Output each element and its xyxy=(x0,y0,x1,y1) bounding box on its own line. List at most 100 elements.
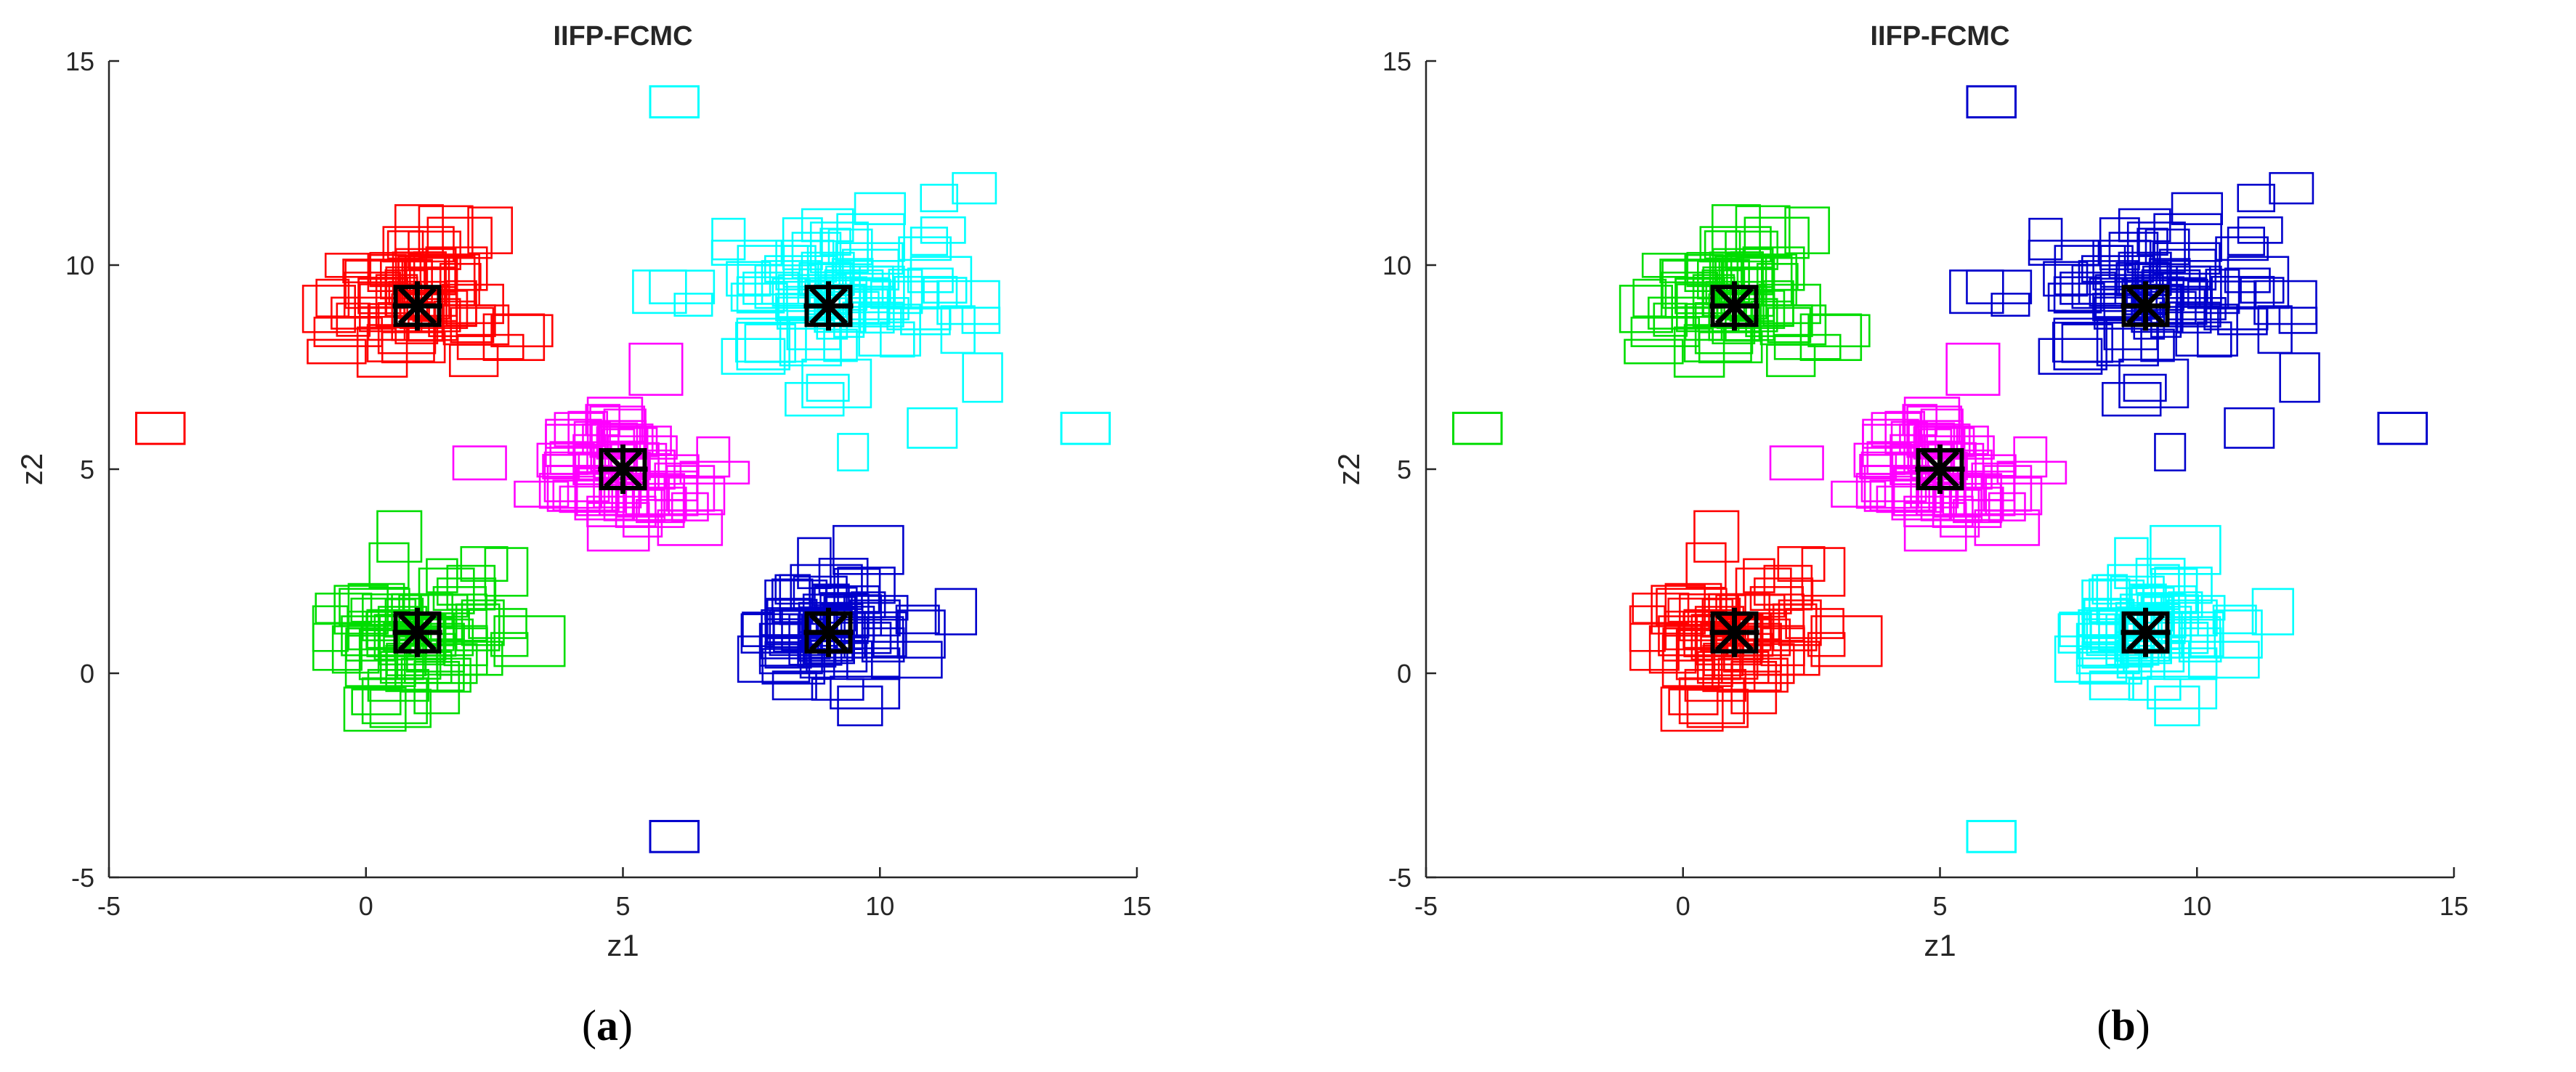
interval-point xyxy=(785,381,845,417)
interval-point xyxy=(2061,323,2113,363)
interval-point xyxy=(1890,434,1924,485)
interval-point xyxy=(2240,277,2285,304)
chart-panel-b: -5 0 5 10 15 -5 0 5 10 15 IIFP-FCMC z1 z2 (b) xyxy=(1288,0,2576,1072)
interval-point xyxy=(2094,274,2164,318)
interval-point xyxy=(1754,577,1814,606)
interval-point xyxy=(696,436,731,478)
outlier-point xyxy=(1060,411,1111,445)
interval-point xyxy=(801,208,854,243)
interval-point xyxy=(1711,204,1761,256)
x-tick-label: 0 xyxy=(1676,891,1690,921)
interval-point xyxy=(2154,685,2200,726)
interval-point xyxy=(381,331,446,364)
caption-b-close: ) xyxy=(2135,1002,2150,1049)
interval-point xyxy=(1855,473,1920,509)
cluster-0 xyxy=(1619,204,1871,378)
y-axis-label: z2 xyxy=(15,453,49,485)
interval-point xyxy=(673,293,713,317)
prototype-marker xyxy=(392,607,442,657)
caption-a-close: ) xyxy=(618,1002,633,1049)
interval-point xyxy=(1963,470,2016,516)
interval-point xyxy=(347,582,405,626)
interval-point xyxy=(2224,407,2275,449)
axes: -5 0 5 10 15 -5 0 5 10 15 xyxy=(65,46,1151,921)
interval-point xyxy=(1778,599,1822,646)
interval-point xyxy=(394,204,444,256)
interval-point xyxy=(1624,338,1684,365)
data-layer xyxy=(134,85,1111,853)
interval-point xyxy=(426,216,493,259)
interval-point xyxy=(437,577,497,606)
interval-point xyxy=(351,688,402,715)
x-tick-label: 5 xyxy=(1932,891,1947,921)
interval-point xyxy=(2279,352,2320,403)
interval-point xyxy=(1660,271,1718,318)
interval-point xyxy=(2043,261,2089,297)
interval-point xyxy=(490,314,554,348)
interval-point xyxy=(764,641,812,669)
interval-point xyxy=(386,230,424,260)
prototype-marker xyxy=(2121,281,2171,331)
outlier-point xyxy=(1966,85,2017,119)
interval-point xyxy=(833,524,904,575)
interval-point xyxy=(1758,283,1821,325)
interval-point xyxy=(646,470,699,516)
interval-point xyxy=(1693,510,1740,563)
interval-point xyxy=(367,669,430,702)
interval-point xyxy=(432,586,487,612)
interval-point xyxy=(2081,255,2155,283)
interval-point xyxy=(538,473,603,509)
interval-point xyxy=(962,352,1003,403)
interval-point xyxy=(1810,615,1883,667)
interval-point xyxy=(542,454,577,480)
data-layer xyxy=(1451,85,2429,853)
interval-point xyxy=(439,263,482,291)
interval-point xyxy=(443,254,476,306)
outlier-point xyxy=(134,411,186,445)
interval-point xyxy=(777,274,847,318)
interval-point xyxy=(1903,495,1974,527)
interval-point xyxy=(1668,688,1719,715)
interval-point xyxy=(324,252,370,278)
scatter-plot-a: -5 0 5 10 15 -5 0 5 10 15 IIFP-FCMC z1 z2 xyxy=(15,21,1151,962)
interval-point xyxy=(1730,661,1778,715)
interval-point xyxy=(1725,230,1779,270)
prototype-marker xyxy=(803,281,854,331)
interval-point xyxy=(2123,373,2167,402)
outlier-point xyxy=(649,819,700,853)
interval-point xyxy=(1685,542,1727,589)
interval-point xyxy=(2038,338,2103,375)
interval-point xyxy=(2237,216,2283,244)
interval-point xyxy=(514,480,570,508)
interval-point xyxy=(2140,328,2175,362)
interval-point xyxy=(460,545,509,582)
interval-point xyxy=(2126,222,2186,274)
interval-point xyxy=(628,342,684,396)
interval-point xyxy=(1660,686,1724,732)
interval-point xyxy=(744,323,796,363)
interval-point xyxy=(1831,480,1887,508)
interval-point xyxy=(426,558,458,593)
x-tick-label: -5 xyxy=(1414,891,1438,921)
interval-point xyxy=(2028,217,2063,261)
interval-point xyxy=(408,230,462,270)
interval-point xyxy=(2089,277,2128,307)
interval-point xyxy=(639,425,672,455)
interval-point xyxy=(846,647,901,681)
interval-point xyxy=(837,685,883,726)
interval-point xyxy=(433,300,477,328)
caption-a-letter: a xyxy=(596,1002,618,1049)
interval-point xyxy=(1664,582,1722,626)
interval-point xyxy=(761,260,822,305)
prototype-marker xyxy=(1709,281,1759,331)
interval-point xyxy=(1860,451,1927,503)
interval-point xyxy=(2148,258,2191,282)
interval-point xyxy=(830,675,901,710)
interval-point xyxy=(2214,609,2263,659)
interval-point xyxy=(671,492,709,521)
prototype-marker xyxy=(803,607,854,657)
interval-point xyxy=(771,277,811,307)
x-tick-label: 5 xyxy=(615,891,630,921)
x-tick-label: 10 xyxy=(2182,891,2211,921)
prototype-marker xyxy=(1915,444,1965,494)
